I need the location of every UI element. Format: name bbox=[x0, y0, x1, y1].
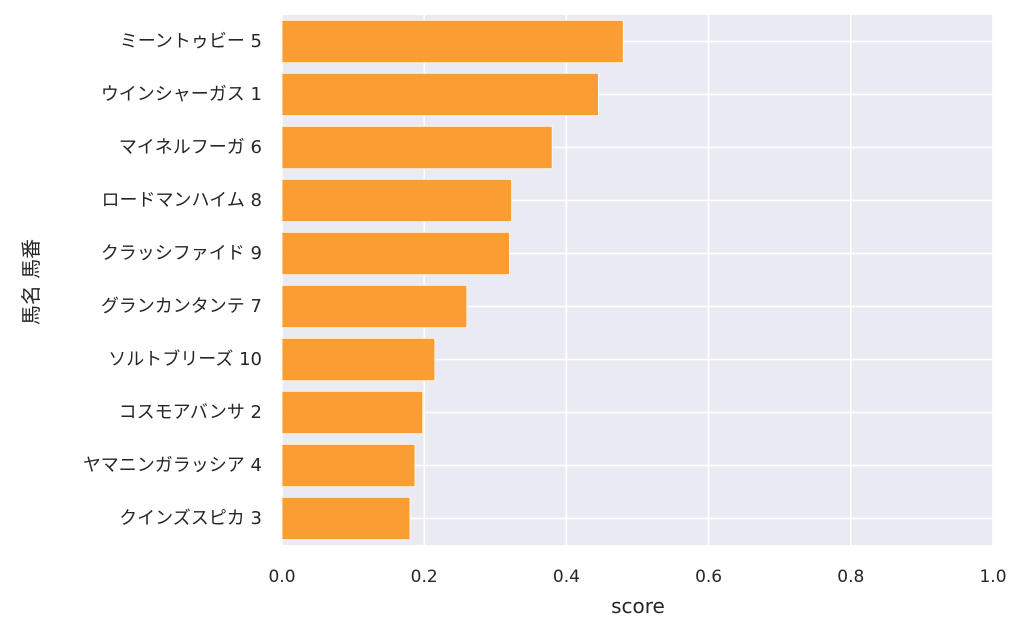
category-labels: ミーントゥビー 5 ウインシャーガス 1 マイネルフーガ 6 ロードマンハイム 8 クラ… bbox=[83, 31, 262, 529]
x-tick-label-1: 0.2 bbox=[411, 567, 438, 587]
bars bbox=[281, 19, 624, 541]
x-tick-label-0: 0.0 bbox=[268, 567, 295, 587]
category-label-2: マイネルフーガ 6 bbox=[119, 137, 262, 158]
bar-5 bbox=[281, 284, 468, 329]
bar-1 bbox=[281, 72, 599, 117]
category-label-6: ソルトブリーズ 10 bbox=[108, 348, 262, 370]
category-label-5: グランカンタンテ 7 bbox=[101, 296, 262, 317]
category-label-8: ヤマニンガラッシア 4 bbox=[83, 455, 262, 476]
x-tick-label-2: 0.4 bbox=[553, 567, 580, 587]
category-label-9: クインズスピカ 3 bbox=[119, 508, 262, 529]
x-tick-label-5: 1.0 bbox=[979, 567, 1006, 587]
bar-9 bbox=[281, 496, 411, 541]
y-axis-label: 馬名 馬番 bbox=[19, 239, 43, 325]
bar-6 bbox=[281, 337, 436, 382]
x-axis-label: score bbox=[611, 594, 665, 618]
category-label-7: コスモアバンサ 2 bbox=[119, 402, 262, 423]
category-label-0: ミーントゥビー 5 bbox=[120, 31, 262, 52]
x-tick-label-3: 0.6 bbox=[695, 567, 722, 587]
bar-8 bbox=[281, 443, 416, 488]
bar-2 bbox=[281, 125, 553, 170]
bar-4 bbox=[281, 231, 510, 276]
category-label-4: クラッシファイド 9 bbox=[101, 243, 262, 264]
x-tick-label-4: 0.8 bbox=[837, 567, 864, 587]
x-tick-labels: 0.0 0.2 0.4 0.6 0.8 1.0 bbox=[268, 567, 1006, 587]
bar-7 bbox=[281, 390, 424, 435]
category-label-3: ロードマンハイム 8 bbox=[102, 190, 262, 211]
bar-0 bbox=[281, 19, 624, 64]
category-label-1: ウインシャーガス 1 bbox=[101, 84, 262, 105]
bar-3 bbox=[281, 178, 513, 223]
